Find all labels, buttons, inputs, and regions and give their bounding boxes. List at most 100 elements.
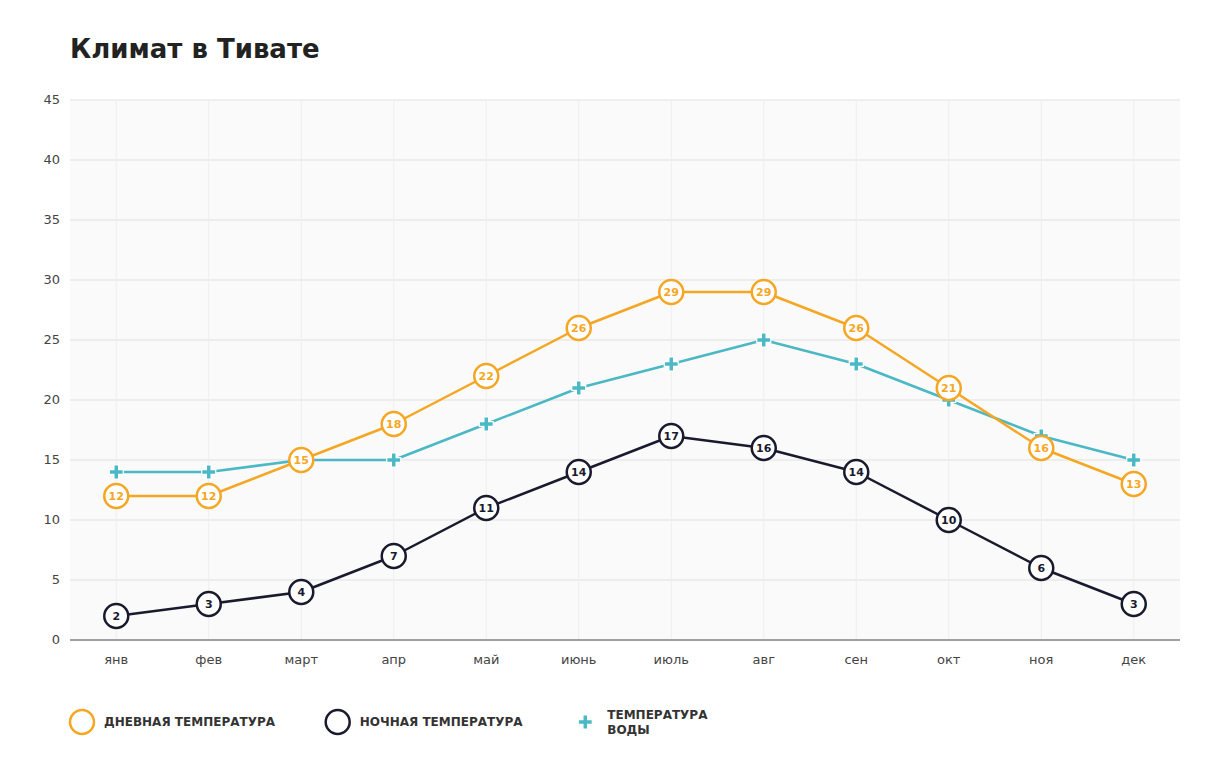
data-label: 14: [571, 466, 587, 479]
data-label: 2: [112, 610, 120, 623]
series-marker: [294, 453, 308, 467]
series-marker: [387, 453, 401, 467]
data-label: 11: [479, 502, 494, 515]
series-marker: [567, 460, 591, 484]
data-label: 17: [664, 430, 679, 443]
series-marker: [1122, 472, 1146, 496]
legend-label: ДНЕВНАЯ ТЕМПЕРАТУРА: [104, 715, 276, 729]
grid-line-x: [578, 100, 579, 640]
series-marker: [572, 381, 586, 395]
series-marker: [844, 460, 868, 484]
series-marker: [1029, 556, 1053, 580]
chart: Климат в Тивате051015202530354045янвфевм…: [0, 0, 1216, 780]
series-line: [116, 292, 1134, 496]
x-tick-label: ноя: [1029, 652, 1053, 667]
series-marker: [104, 604, 128, 628]
data-label: 26: [849, 322, 865, 335]
x-tick-label: июль: [654, 652, 689, 667]
data-label: 22: [479, 370, 494, 383]
series-marker: [659, 280, 683, 304]
data-label: 3: [1130, 598, 1138, 611]
data-label: 26: [571, 322, 587, 335]
y-tick-label: 45: [43, 92, 60, 107]
grid-line-x: [208, 100, 209, 640]
legend-label: ТЕМПЕРАТУРАВОДЫ: [607, 708, 708, 737]
series-marker: [1122, 592, 1146, 616]
y-tick-label: 0: [52, 632, 60, 647]
series-marker: [664, 357, 678, 371]
series-marker: [197, 592, 221, 616]
legend-marker: [70, 710, 94, 734]
legend-label-line: НОЧНАЯ ТЕМПЕРАТУРА: [360, 715, 524, 729]
data-label: 10: [941, 514, 957, 527]
y-tick-label: 10: [43, 512, 60, 527]
x-tick-label: фев: [195, 652, 222, 667]
plot-area: [70, 100, 1180, 640]
data-label: 15: [294, 454, 309, 467]
data-label: 21: [941, 382, 956, 395]
y-tick-label: 25: [43, 332, 60, 347]
legend-label-line: ТЕМПЕРАТУРА: [607, 708, 708, 722]
x-tick-label: сен: [844, 652, 868, 667]
x-tick-label: июнь: [561, 652, 597, 667]
series-marker: [849, 357, 863, 371]
series-marker: [289, 580, 313, 604]
y-tick-label: 40: [43, 152, 60, 167]
series-marker: [659, 424, 683, 448]
chart-container: Климат в Тивате051015202530354045янвфевм…: [0, 0, 1216, 780]
series-marker: [474, 496, 498, 520]
legend-item: ДНЕВНАЯ ТЕМПЕРАТУРА: [70, 710, 276, 734]
series-marker: [382, 544, 406, 568]
x-tick-label: март: [284, 652, 318, 667]
data-label: 6: [1037, 562, 1045, 575]
legend-label: НОЧНАЯ ТЕМПЕРАТУРА: [360, 715, 524, 729]
grid-line-y: [70, 220, 1180, 221]
series-line: [116, 436, 1134, 616]
grid-line-y: [70, 100, 1180, 101]
series-marker: [197, 484, 221, 508]
title: Климат в Тивате: [70, 34, 320, 64]
x-tick-label: окт: [937, 652, 961, 667]
x-tick-label: янв: [104, 652, 128, 667]
grid-line-y: [70, 160, 1180, 161]
legend-marker: [326, 710, 350, 734]
legend-label-line: ВОДЫ: [607, 723, 649, 737]
y-tick-label: 5: [52, 572, 60, 587]
data-label: 12: [201, 490, 216, 503]
legend-label-line: ДНЕВНАЯ ТЕМПЕРАТУРА: [104, 715, 276, 729]
series-line: [116, 340, 1134, 472]
grid-line-x: [1133, 100, 1134, 640]
grid-line-y: [70, 280, 1180, 281]
y-tick-label: 20: [43, 392, 60, 407]
data-label: 4: [297, 586, 305, 599]
grid: [70, 100, 1180, 640]
series-marker: [1029, 436, 1053, 460]
data-label: 16: [756, 442, 772, 455]
x-tick-label: май: [473, 652, 499, 667]
data-label: 14: [849, 466, 865, 479]
data-label: 29: [756, 286, 771, 299]
marks: [104, 280, 1146, 628]
series-marker: [382, 412, 406, 436]
data-labels: 1212151822262929262116132347111417161410…: [109, 286, 1142, 623]
series-marker: [289, 448, 313, 472]
grid-line-y: [70, 640, 1180, 641]
grid-line-y: [70, 520, 1180, 521]
data-label: 13: [1126, 478, 1141, 491]
series-marker: [567, 316, 591, 340]
series-marker: [104, 484, 128, 508]
series-marker: [474, 364, 498, 388]
x-tick-label: дек: [1121, 652, 1146, 667]
x-tick-label: апр: [381, 652, 406, 667]
series-marker: [937, 508, 961, 532]
y-tick-label: 30: [43, 272, 60, 287]
data-label: 16: [1034, 442, 1050, 455]
data-label: 18: [386, 418, 401, 431]
series-marker: [752, 280, 776, 304]
legend-marker: [578, 715, 592, 729]
series-marker: [202, 465, 216, 479]
grid-line-y: [70, 400, 1180, 401]
legend-item: ТЕМПЕРАТУРАВОДЫ: [578, 708, 708, 737]
data-label: 12: [109, 490, 124, 503]
data-label: 3: [205, 598, 213, 611]
